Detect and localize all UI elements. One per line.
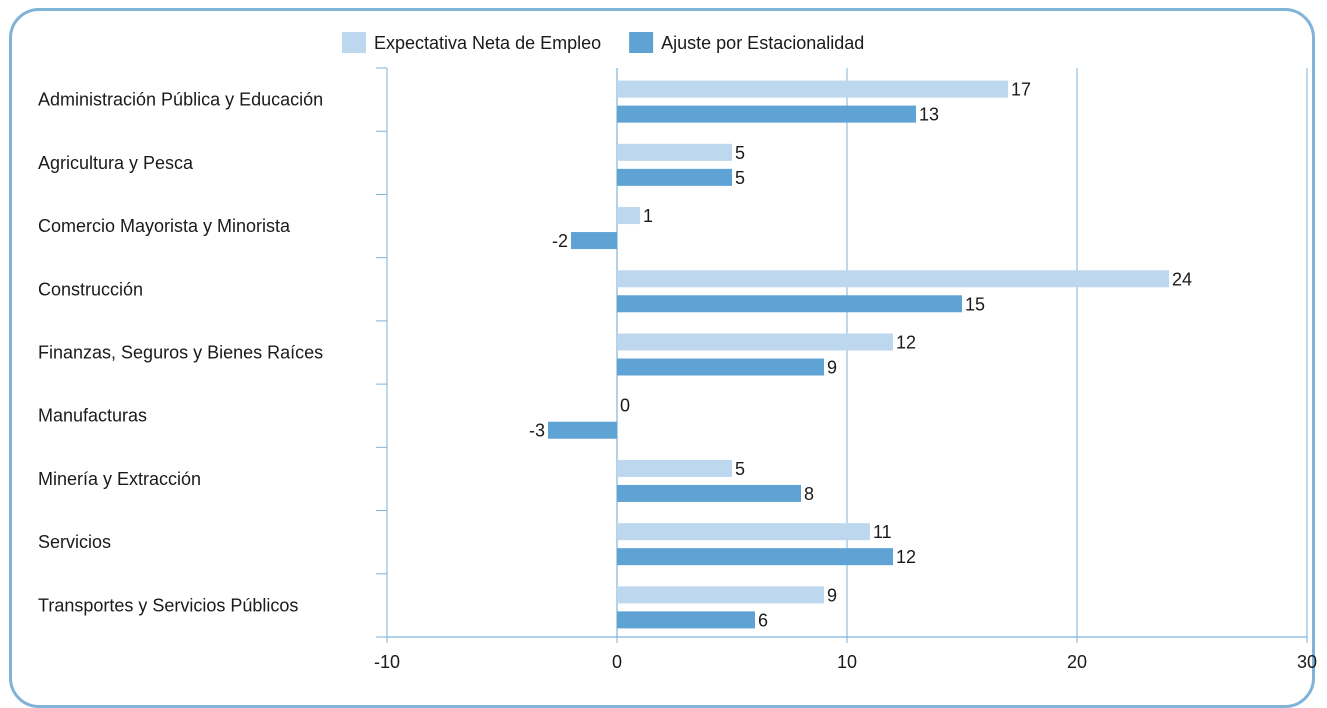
bar: [617, 295, 962, 313]
legend-swatch: [342, 32, 366, 53]
value-label: -3: [529, 421, 545, 441]
value-label: 9: [827, 358, 837, 378]
legend-label: Expectativa Neta de Empleo: [374, 33, 601, 53]
value-label: 8: [804, 484, 814, 504]
x-tick-label: 30: [1297, 652, 1317, 672]
value-label: -2: [552, 231, 568, 251]
category-label: Comercio Mayorista y Minorista: [38, 216, 291, 236]
bar: [617, 168, 732, 186]
x-tick-label: 10: [837, 652, 857, 672]
legend-swatch: [629, 32, 654, 53]
value-label: 5: [735, 143, 745, 163]
bar: [617, 143, 732, 161]
value-label: 1: [643, 206, 653, 226]
legend-label: Ajuste por Estacionalidad: [661, 33, 864, 53]
bar: [617, 523, 870, 541]
category-label: Servicios: [38, 532, 111, 552]
value-label: 11: [873, 522, 892, 542]
value-label: 5: [735, 459, 745, 479]
bar: [571, 232, 617, 250]
value-label: 5: [735, 168, 745, 188]
category-label: Transportes y Servicios Públicos: [38, 595, 298, 615]
bar: [617, 586, 824, 604]
category-label: Minería y Extracción: [38, 469, 201, 489]
bar: [617, 611, 755, 629]
value-label: 6: [758, 610, 768, 630]
value-label: 17: [1011, 80, 1031, 100]
value-label: 13: [919, 105, 939, 125]
bar: [617, 484, 801, 502]
bar: [617, 333, 893, 351]
value-label: 0: [620, 396, 630, 416]
category-label: Construcción: [38, 279, 143, 299]
value-label: 9: [827, 585, 837, 605]
bars: [548, 80, 1169, 629]
x-tick-label: 0: [612, 652, 622, 672]
x-tick-label: -10: [374, 652, 400, 672]
category-label: Finanzas, Seguros y Bienes Raíces: [38, 343, 323, 363]
bar-chart: Expectativa Neta de Empleo Ajuste por Est…: [38, 32, 1317, 672]
bar: [617, 548, 893, 566]
bar: [617, 207, 640, 225]
value-label: 12: [896, 547, 916, 567]
bar: [617, 358, 824, 376]
value-label: 12: [896, 333, 916, 353]
bar: [617, 80, 1008, 98]
legend: Expectativa Neta de Empleo Ajuste por Est…: [342, 32, 864, 53]
x-tick-label: 20: [1067, 652, 1087, 672]
bar: [548, 421, 617, 439]
value-label: 24: [1172, 269, 1192, 289]
category-label: Agricultura y Pesca: [38, 153, 194, 173]
category-label: Administración Pública y Educación: [38, 90, 323, 110]
axes: [376, 67, 1308, 643]
bar: [617, 270, 1169, 288]
bar: [617, 459, 732, 477]
bar: [617, 105, 916, 123]
category-label: Manufacturas: [38, 406, 147, 426]
value-label: 15: [965, 294, 985, 314]
